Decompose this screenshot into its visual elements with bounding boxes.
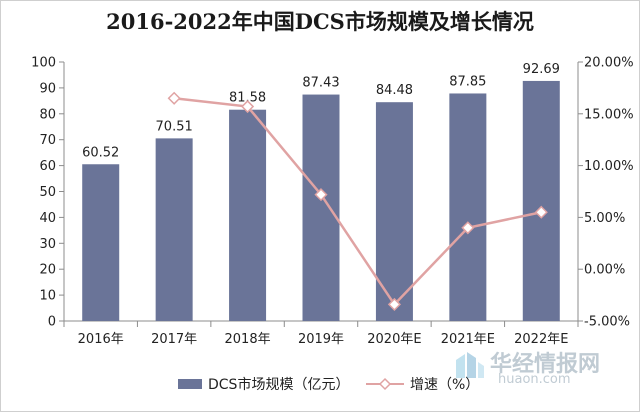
- right-tick-label: 15.00%: [584, 107, 634, 122]
- bar: [229, 109, 267, 322]
- bar: [375, 102, 413, 321]
- legend-bar-swatch: [178, 379, 202, 389]
- watermark-url: huaon.com: [498, 372, 571, 387]
- left-tick-label: 0: [48, 315, 56, 330]
- right-tick-label: -5.00%: [584, 315, 630, 330]
- x-tick-label: 2016年: [78, 332, 124, 347]
- x-tick-label: 2020年E: [367, 332, 421, 347]
- legend-bar-label: DCS市场规模（亿元）: [208, 377, 350, 393]
- left-tick-label: 100: [31, 56, 56, 71]
- bar: [82, 164, 120, 321]
- left-tick-label: 90: [39, 81, 56, 96]
- growth-point: [241, 99, 255, 114]
- bar-data-label: 70.51: [156, 119, 193, 134]
- left-tick-label: 70: [39, 133, 56, 148]
- left-tick-label: 60: [39, 159, 56, 174]
- right-tick-label: 5.00%: [584, 211, 625, 226]
- left-tick-label: 20: [39, 263, 56, 278]
- left-tick-label: 10: [39, 289, 56, 304]
- bar: [302, 94, 340, 321]
- growth-point: [314, 188, 328, 202]
- left-tick-label: 80: [39, 107, 56, 122]
- x-tick-label: 2017年: [151, 332, 197, 347]
- watermark: 华经情报网 huaon.com: [452, 342, 632, 394]
- growth-point: [534, 205, 548, 219]
- bar: [155, 138, 193, 321]
- legend-line-label: 增速（%）: [410, 377, 480, 393]
- left-tick-label: 40: [39, 211, 56, 226]
- bar: [522, 80, 560, 322]
- growth-line: [174, 97, 542, 307]
- bar: [449, 93, 487, 321]
- growth-point: [461, 221, 475, 235]
- legend-line-swatch: [366, 377, 404, 391]
- right-tick-label: 10.00%: [584, 159, 634, 174]
- left-tick-label: 50: [39, 185, 56, 200]
- right-tick-label: 0.00%: [584, 263, 625, 278]
- bar-data-label: 92.69: [523, 62, 560, 77]
- left-tick-label: 30: [39, 237, 56, 252]
- x-tick-label: 2019年: [298, 332, 344, 347]
- bar-data-label: 87.85: [449, 74, 486, 89]
- growth-point: [387, 297, 401, 311]
- growth-point: [167, 91, 181, 105]
- right-tick-label: 20.00%: [584, 56, 634, 71]
- bar-data-label: 84.48: [376, 83, 413, 98]
- chart-title: 2016-2022年中国DCS市场规模及增长情况: [106, 9, 534, 34]
- watermark-logo-icon: [456, 352, 484, 378]
- x-tick-label: 2021年E: [441, 332, 495, 347]
- x-tick-label: 2022年E: [514, 332, 568, 347]
- bar-data-label: 81.58: [229, 91, 266, 106]
- bar-data-label: 87.43: [302, 76, 339, 91]
- bar-data-label: 60.52: [82, 145, 119, 160]
- x-tick-label: 2018年: [225, 332, 271, 347]
- watermark-brand: 华经情报网: [490, 352, 601, 377]
